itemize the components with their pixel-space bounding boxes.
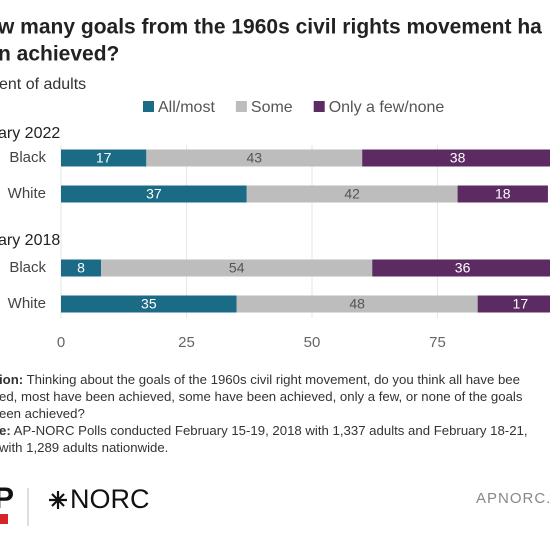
- logo-ap: P: [0, 482, 14, 515]
- y-tick-label: White: [8, 185, 46, 202]
- bar-segment: [61, 185, 247, 203]
- note-label: e:: [0, 423, 11, 438]
- bar-segment: [101, 259, 373, 277]
- x-tick-label: 50: [304, 334, 321, 351]
- x-tick-label: 0: [57, 334, 65, 351]
- bar-segment: [362, 149, 550, 167]
- value-label: 36: [455, 260, 471, 276]
- bar-segment: [457, 185, 548, 203]
- note-text: AP-NORC Polls conducted February 15-19, …: [14, 423, 528, 438]
- y-tick-label: White: [8, 295, 46, 312]
- legend-swatch: [143, 101, 154, 112]
- value-label: 37: [146, 186, 162, 202]
- value-label: 8: [77, 260, 85, 276]
- logo-norc: NORC: [70, 484, 150, 514]
- bar-segment: [236, 295, 478, 313]
- bar-segment: [61, 259, 102, 277]
- note-text: Thinking about the goals of the 1960s ci…: [27, 372, 520, 387]
- note-text: with 1,289 adults nationwide.: [0, 440, 168, 455]
- note-line: een achieved?: [0, 406, 85, 421]
- legend-swatch: [313, 101, 325, 112]
- value-label: 48: [349, 296, 365, 312]
- note-label: ion:: [0, 372, 23, 387]
- legend-swatch: [235, 101, 247, 112]
- y-tick-label: Black: [9, 259, 46, 276]
- value-label: 38: [450, 150, 466, 166]
- group-label: ary 2022: [0, 125, 60, 142]
- bar-segment: [246, 185, 458, 203]
- note-line: e: AP-NORC Polls conducted February 15-1…: [0, 423, 528, 438]
- value-label: 54: [229, 260, 245, 276]
- legend-label: All/most: [158, 99, 215, 116]
- value-label: 18: [495, 186, 511, 202]
- bar-segment: [477, 295, 550, 313]
- x-tick-label: 75: [429, 334, 446, 351]
- title-line: n achieved?: [0, 43, 119, 66]
- note-line: with 1,289 adults nationwide.: [0, 440, 168, 455]
- logo-star: [49, 491, 67, 509]
- x-tick-label: 25: [178, 334, 195, 351]
- group-label: ary 2018: [0, 232, 60, 249]
- bar-segment: [61, 295, 237, 313]
- legend-label: Some: [251, 99, 293, 116]
- value-label: 42: [344, 186, 360, 202]
- title-line: w many goals from the 1960s civil rights…: [0, 16, 542, 39]
- value-label: 35: [141, 296, 157, 312]
- note-text: ed, most have been achieved, some have b…: [0, 389, 523, 404]
- legend-label: Only a few/none: [329, 99, 445, 116]
- logo-accent: [0, 514, 8, 524]
- subtitle: ent of adults: [0, 76, 86, 93]
- note-line: ed, most have been achieved, some have b…: [0, 389, 523, 404]
- bar-segment: [146, 149, 363, 167]
- note-text: een achieved?: [0, 406, 85, 421]
- bar-segment: [372, 259, 550, 277]
- value-label: 17: [96, 150, 112, 166]
- y-tick-label: Black: [9, 149, 46, 166]
- bar-segment: [61, 149, 147, 167]
- note-line: ion: Thinking about the goals of the 196…: [0, 372, 520, 387]
- value-label: 43: [246, 150, 262, 166]
- value-label: 17: [513, 296, 529, 312]
- footer-url: APNORC.o: [476, 490, 550, 507]
